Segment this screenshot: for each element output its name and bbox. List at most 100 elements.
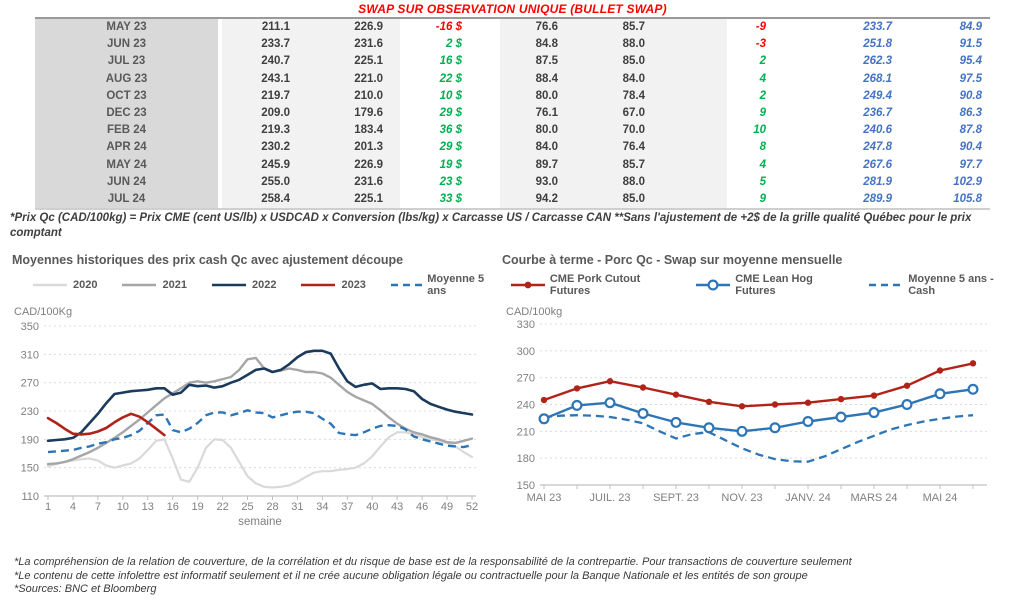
table-footnote: *Prix Qc (CAD/100kg) = Prix CME (cent US… [10,212,972,239]
svg-text:150: 150 [21,463,39,475]
legend-item: CME Lean Hog Futures [695,273,852,297]
svg-text:240: 240 [517,400,535,412]
cell-forward-usd: 87.8 [959,124,982,137]
cell-price-qc: 255.0 [222,173,300,191]
svg-text:CAD/100Kg: CAD/100Kg [14,306,72,318]
cell-cme-cutout: 87.5 [500,53,613,71]
svg-text:190: 190 [21,434,39,446]
cell-cme-cutout: 80.0 [500,87,613,105]
svg-text:4: 4 [70,501,76,513]
cell-forward-cad: 268.1 [863,72,892,85]
cell-gap [218,190,222,209]
cell-diff: 4 [759,158,766,171]
cell-diff: 2 [759,55,766,68]
cell-price-swap: 201.3 [300,139,400,157]
cell-price-qc: 245.9 [222,156,300,174]
svg-text:25: 25 [241,501,253,513]
svg-text:43: 43 [391,501,403,513]
cell-forward-usd: 84.9 [959,21,982,33]
cell-month: APR 24 [35,139,218,157]
cell-diff: 4 [759,72,766,85]
legend-swatch-icon [122,283,157,287]
cell-month: MAY 24 [35,156,218,174]
cell-gap [218,173,222,191]
cell-cme-swap: 78.4 [613,87,727,105]
svg-text:31: 31 [291,501,303,513]
cell-price-swap: 225.1 [300,53,400,71]
svg-text:MAI 24: MAI 24 [923,492,958,504]
swap-table-section: SWAP SUR OBSERVATION UNIQUE (BULLET SWAP… [35,1,990,211]
cell-price-qc: 211.1 [222,19,300,37]
table-row: JUL 23 240.7 225.1 16 $ 87.5 85.0 2 262.3 95.4 [35,53,990,71]
table-row: FEB 24 219.3 183.4 36 $ 80.0 70.0 10 240.6 87.8 [35,122,990,140]
cell-forward-usd: 105.8 [953,192,982,205]
table-title: SWAP SUR OBSERVATION UNIQUE (BULLET SWAP… [358,2,667,16]
cell-month: AUG 23 [35,70,218,88]
swap-table: MAY 23 211.1 226.9 -16 $76.6 85.7 -9 233.7 84.9… [35,17,990,211]
disclaimer-line: *Le contenu de cette infolettre est info… [14,569,808,582]
cell-cme-swap: 84.0 [613,70,727,88]
legend-label: Moyenne 5 ans [427,273,485,297]
cell-price-qc: 240.7 [222,53,300,71]
cell-cme-swap: 85.7 [613,156,727,174]
cell-forward-usd: 91.5 [959,38,982,51]
svg-text:34: 34 [316,501,328,513]
disclaimer-notes: *La compréhension de la relation de couv… [14,556,1014,597]
svg-text:52: 52 [466,501,478,513]
svg-text:13: 13 [142,501,154,513]
svg-text:7: 7 [95,501,101,513]
cash-history-panel: Moyennes historiques des prix cash Qc av… [12,253,498,541]
cell-month: FEB 24 [35,122,218,140]
svg-text:270: 270 [517,373,535,385]
svg-text:330: 330 [517,319,535,331]
chart-legend-cash-history: 2020 2021 2022 2023 Moyenne 5 ans [32,273,498,297]
cell-price-swap: 231.6 [300,173,400,191]
forward-curve-chart: CAD/100kg 150 180 210 240 270 300 330 MAI 23 JUIL… [502,304,1020,523]
svg-text:JANV. 24: JANV. 24 [785,492,830,504]
cell-cme-swap: 85.7 [613,19,727,37]
cell-forward-usd: 90.8 [959,89,982,102]
svg-text:110: 110 [21,491,39,503]
svg-text:210: 210 [517,426,535,438]
cell-forward-cad: 249.4 [863,89,892,102]
cell-gap [218,36,222,54]
cell-cme-swap: 70.0 [613,122,727,140]
cell-month: JUN 24 [35,173,218,191]
legend-label: 2023 [341,279,366,291]
legend-label: 2022 [251,279,277,291]
cash-history-chart: CAD/100Kg 110 150 190 230 270 310 350 1 4 7 10 13 16 1… [12,304,498,541]
table-row: APR 24 230.2 201.3 29 $ 84.0 76.4 8 247.8 90.4 [35,139,990,157]
cell-forward-cad: 267.6 [863,158,892,171]
cell-forward-cad: 247.8 [863,141,892,154]
svg-text:49: 49 [441,501,453,513]
svg-text:230: 230 [21,406,39,418]
table-row: DEC 23 209.0 179.6 29 $ 76.1 67.0 9 236.7 86.3 [35,104,990,123]
cell-gap [218,70,222,88]
cell-price-swap: 221.0 [300,70,400,88]
cell-price-swap: 179.6 [300,104,400,123]
svg-text:350: 350 [21,321,39,333]
cell-diff: 2 [759,89,766,102]
cell-diff: 5 [759,175,766,188]
svg-text:37: 37 [341,501,353,513]
table-row: MAY 23 211.1 226.9 -16 $ 76.6 85.7 -9 233.7 84.9 [35,19,990,37]
cell-cme-swap: 88.0 [613,36,727,54]
cell-cme-swap: 85.0 [613,190,727,209]
cell-gap [218,104,222,123]
table-row: AUG 23 243.1 221.0 22 $ 88.4 84.0 4 268.1 97.5 [35,70,990,88]
cell-forward-cad: 289.9 [863,192,892,205]
legend-swatch-icon [869,283,904,287]
table-row: JUL 24 258.4 225.1 33 $ 94.2 85.0 9 289.9 105.8 [35,190,990,209]
cell-swap-gain: 16 $ [439,55,462,68]
cell-swap-gain: 22 $ [439,72,462,85]
legend-item: 2023 [300,279,366,291]
svg-text:150: 150 [517,480,535,492]
svg-text:NOV. 23: NOV. 23 [721,492,762,504]
cell-cme-cutout: 76.1 [500,104,613,123]
cell-month: DEC 23 [35,104,218,123]
legend-item: 2020 [32,279,97,291]
svg-text:MARS 24: MARS 24 [850,492,897,504]
cell-forward-cad: 251.8 [863,38,892,51]
legend-item: CME Pork Cutout Futures [510,273,679,297]
